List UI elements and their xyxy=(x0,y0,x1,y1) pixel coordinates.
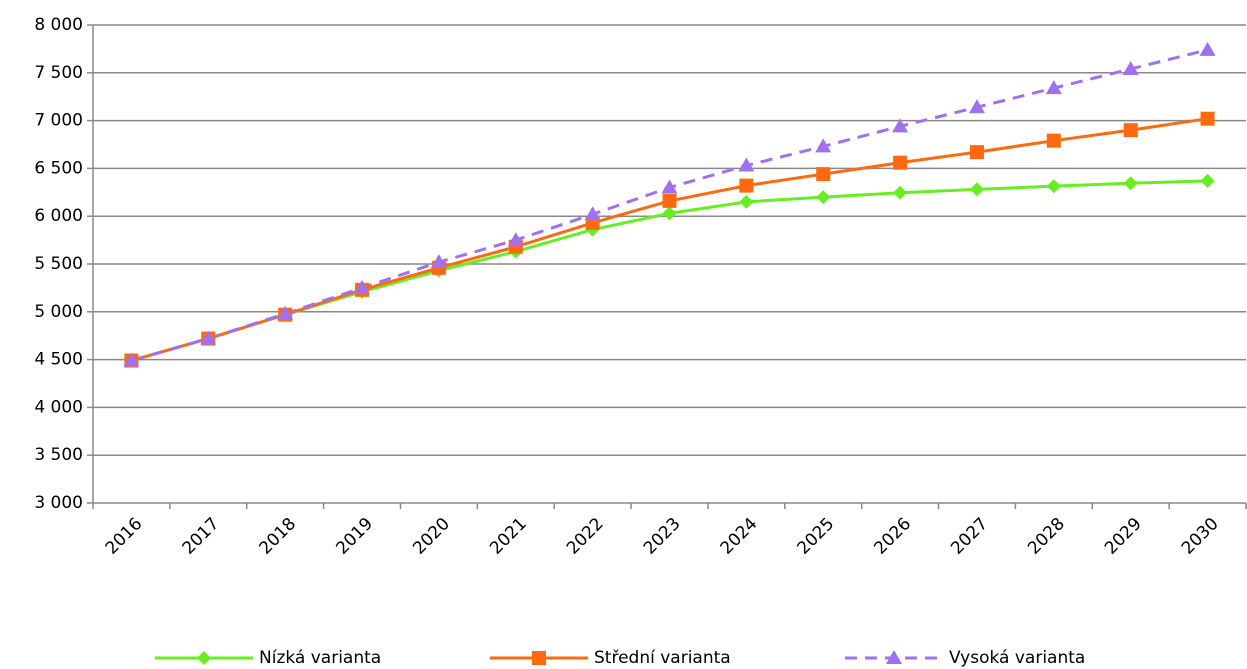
marker xyxy=(507,232,524,247)
marker xyxy=(886,650,902,664)
marker xyxy=(1122,60,1139,75)
marker xyxy=(662,206,677,221)
marker xyxy=(662,193,677,208)
marker xyxy=(123,352,140,367)
marker xyxy=(816,167,831,182)
y-tick-label: 4 500 xyxy=(34,350,83,370)
x-tick-label: 2021 xyxy=(486,514,531,559)
x-tick-label: 2022 xyxy=(563,514,608,559)
marker xyxy=(200,330,217,345)
marker xyxy=(893,185,908,200)
x-tick-label: 2025 xyxy=(794,514,839,559)
marker xyxy=(532,651,546,665)
x-tick-label: 2026 xyxy=(870,514,915,559)
x-tick-label: 2023 xyxy=(640,514,685,559)
marker xyxy=(969,182,984,197)
marker xyxy=(1123,123,1138,138)
marker xyxy=(277,305,294,320)
y-tick-label: 7 500 xyxy=(34,63,83,83)
marker xyxy=(584,206,601,221)
y-tick-label: 6 500 xyxy=(34,158,83,178)
x-tick-label: 2029 xyxy=(1101,514,1146,559)
x-tick-label: 2024 xyxy=(717,514,762,559)
marker xyxy=(738,157,755,172)
marker xyxy=(968,99,985,114)
legend-label: Nízká varianta xyxy=(259,648,381,668)
marker xyxy=(197,651,211,665)
y-tick-label: 3 500 xyxy=(34,445,83,465)
marker xyxy=(354,279,371,294)
x-tick-label: 2016 xyxy=(102,514,147,559)
legend-label: Střední varianta xyxy=(594,648,731,668)
y-tick-label: 7 000 xyxy=(34,111,83,131)
marker xyxy=(816,190,831,205)
marker xyxy=(739,178,754,193)
series-line xyxy=(131,117,1208,362)
x-tick-label: 2020 xyxy=(409,514,454,559)
marker xyxy=(739,194,754,209)
x-tick-label: 2019 xyxy=(332,514,377,559)
marker xyxy=(430,254,447,269)
y-tick-label: 4 000 xyxy=(34,397,83,417)
x-tick-label: 2017 xyxy=(179,514,224,559)
y-tick-label: 5 000 xyxy=(34,302,83,322)
legend-label: Vysoká varianta xyxy=(949,648,1085,668)
marker xyxy=(893,155,908,170)
x-tick-label: 2028 xyxy=(1024,514,1069,559)
marker xyxy=(1046,133,1061,148)
x-tick-label: 2030 xyxy=(1178,514,1223,559)
marker xyxy=(1199,41,1216,56)
y-tick-label: 5 500 xyxy=(34,254,83,274)
y-tick-label: 8 000 xyxy=(34,15,83,35)
y-tick-label: 6 000 xyxy=(34,206,83,226)
x-tick-label: 2018 xyxy=(256,514,301,559)
marker xyxy=(1200,173,1215,188)
x-tick-label: 2027 xyxy=(947,514,992,559)
marker xyxy=(815,138,832,153)
y-tick-label: 3 000 xyxy=(34,493,83,513)
marker xyxy=(1123,176,1138,191)
marker xyxy=(661,179,678,194)
marker xyxy=(969,145,984,160)
marker xyxy=(1045,80,1062,95)
marker xyxy=(1046,179,1061,194)
marker xyxy=(892,118,909,133)
marker xyxy=(1200,111,1215,126)
